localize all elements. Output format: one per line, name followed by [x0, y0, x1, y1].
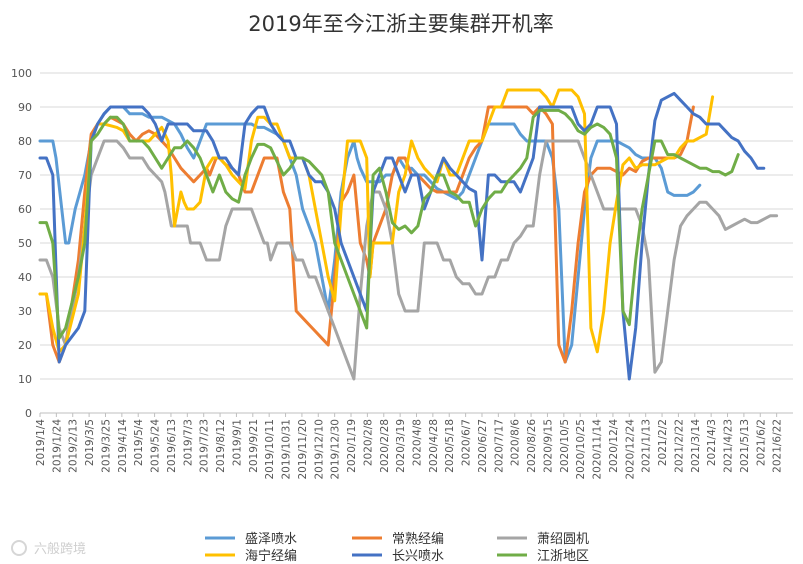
x-tick-label: 2020/1/19: [346, 419, 358, 473]
x-tick-label: 2021/2/2: [657, 419, 669, 466]
series-line: [38, 91, 766, 381]
series-lines: [38, 88, 779, 381]
x-tick-label: 2020/3/19: [395, 419, 407, 473]
y-tick-label: 80: [18, 135, 32, 148]
x-tick-label: 2019/10/31: [281, 419, 293, 480]
watermark-text: 六般跨境: [34, 541, 86, 557]
x-tick-label: 2020/2/28: [379, 419, 391, 473]
y-tick-label: 30: [18, 305, 32, 318]
legend-label: 萧绍圆机: [537, 532, 589, 547]
x-tick-label: 2020/7/17: [493, 419, 505, 473]
watermark-logo-icon: [11, 540, 27, 556]
x-tick-label: 2019/9/1: [231, 419, 243, 466]
series-line: [38, 88, 715, 354]
x-tick-label: 2020/10/25: [575, 419, 587, 480]
x-tick-label: 2019/1/24: [51, 419, 63, 473]
x-tick-label: 2020/4/28: [428, 419, 440, 473]
watermark: 六般跨境: [11, 540, 86, 557]
x-tick-label: 2019/5/24: [150, 419, 162, 473]
x-tick-label: 2019/4/14: [117, 419, 129, 473]
x-tick-label: 2019/2/13: [68, 419, 80, 473]
x-tick-label: 2020/4/8: [412, 419, 424, 466]
x-tick-label: 2019/5/4: [133, 419, 145, 466]
y-tick-label: 50: [18, 237, 32, 250]
x-tick-label: 2019/7/3: [182, 419, 194, 466]
legend-label: 海宁经编: [245, 548, 297, 564]
x-tick-label: 2021/4/3: [706, 419, 718, 466]
y-axis: 0 10 20 30 40 50 60 70 80 90 100: [11, 67, 32, 420]
x-tick-label: 2020/9/15: [542, 419, 554, 473]
x-tick-label: 2020/12/24: [624, 419, 636, 480]
x-tick-label: 2020/6/7: [461, 419, 473, 466]
x-tick-label: 2019/1/4: [35, 419, 47, 466]
x-tick-label: 2021/5/13: [739, 419, 751, 473]
x-tick-label: 2020/8/6: [510, 419, 522, 466]
x-tick-label: 2020/10/5: [559, 419, 571, 473]
x-axis: 2019/1/4 2019/1/24 2019/2/13 2019/3/5 2019/3…: [35, 412, 793, 480]
x-tick-label: 2021/1/13: [641, 419, 653, 473]
x-tick-label: 2021/3/14: [690, 419, 702, 473]
y-tick-label: 90: [18, 101, 32, 114]
x-tick-label: 2019/12/30: [330, 419, 342, 480]
x-tick-label: 2019/10/11: [264, 419, 276, 480]
x-tick-label: 2020/8/26: [526, 419, 538, 473]
y-tick-label: 70: [18, 169, 32, 182]
x-tick-label: 2019/7/23: [199, 419, 211, 473]
x-tick-label: 2020/6/27: [477, 419, 489, 473]
legend-label: 盛泽喷水: [245, 532, 297, 547]
x-tick-label: 2019/8/12: [215, 419, 227, 473]
x-tick-label: 2021/2/22: [673, 419, 685, 473]
x-tick-label: 2020/2/8: [362, 419, 374, 466]
x-tick-label: 2020/12/4: [608, 419, 620, 473]
legend-label: 江浙地区: [537, 549, 589, 564]
x-tick-label: 2019/6/13: [166, 419, 178, 473]
x-tick-label: 2021/4/23: [723, 419, 735, 473]
y-tick-label: 60: [18, 203, 32, 216]
y-tick-label: 0: [25, 407, 32, 420]
x-tick-label: 2021/6/22: [772, 419, 784, 473]
series-line: [38, 139, 779, 381]
x-tick-label: 2019/3/5: [84, 419, 96, 466]
legend-label: 常熟经编: [392, 531, 444, 547]
x-tick-label: 2019/12/10: [313, 419, 325, 480]
legend-label: 长兴喷水: [392, 549, 444, 564]
x-tick-label: 2019/3/25: [100, 419, 112, 473]
x-tick-label: 2020/5/18: [444, 419, 456, 473]
y-tick-label: 100: [11, 67, 32, 80]
x-tick-label: 2021/6/2: [755, 419, 767, 466]
x-tick-label: 2019/11/20: [297, 419, 309, 480]
y-tick-label: 20: [18, 339, 32, 352]
series-line: [38, 108, 740, 340]
chart-title: 2019年至今江浙主要集群开机率: [248, 12, 553, 36]
x-tick-label: 2020/11/14: [592, 419, 604, 480]
x-tick-label: 2019/9/21: [248, 419, 260, 473]
y-tick-label: 10: [18, 373, 32, 386]
grid: [40, 72, 793, 414]
y-tick-label: 40: [18, 271, 32, 284]
